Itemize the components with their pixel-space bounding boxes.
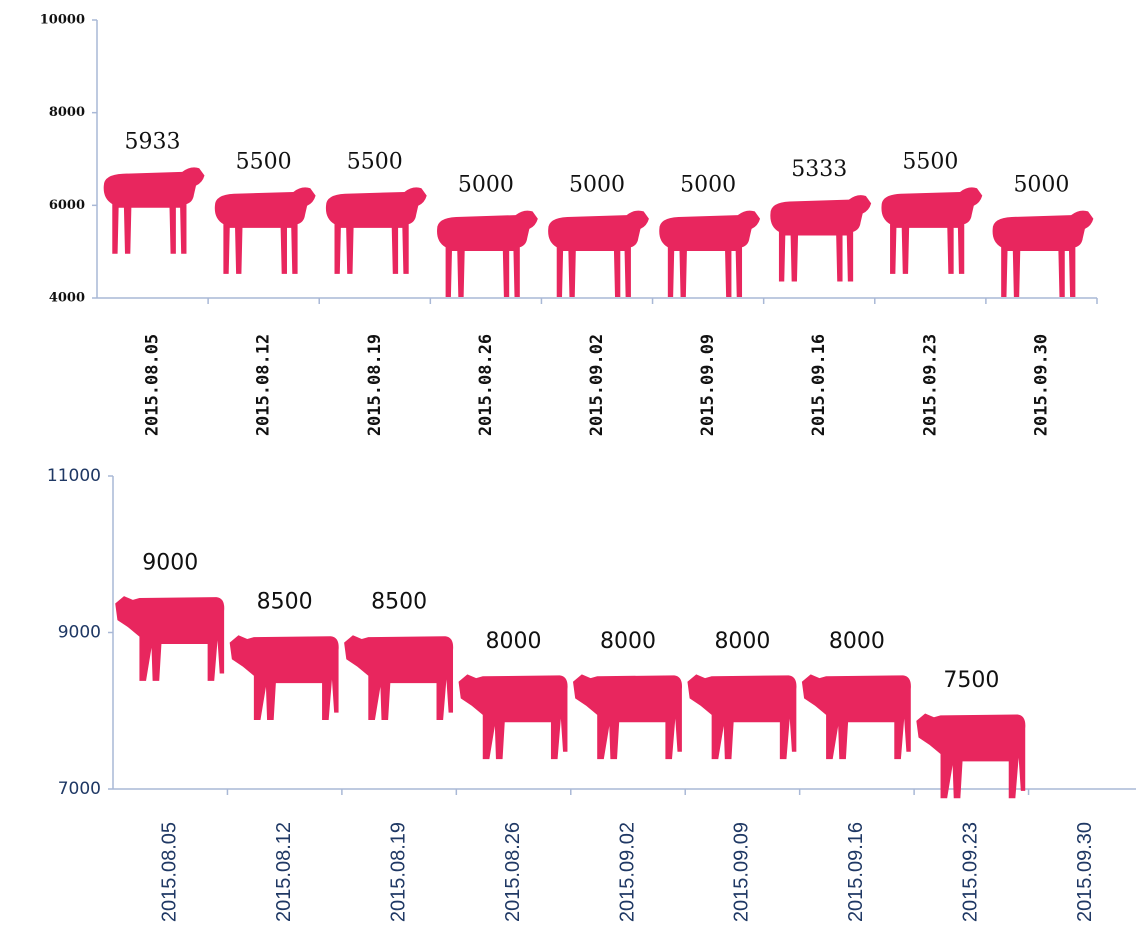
y-tick-label: 9000 — [58, 623, 101, 643]
x-tick-label: 2015.09.30 — [1031, 334, 1051, 436]
pictogram-bar — [548, 210, 649, 297]
x-tick-label: 2015.09.09 — [731, 822, 753, 922]
value-label: 5000 — [680, 173, 736, 198]
x-tick-label: 2015.08.19 — [387, 822, 409, 922]
pictogram-bar — [214, 187, 316, 274]
pictogram-bar — [573, 674, 683, 760]
y-tick-label: 6000 — [49, 198, 85, 213]
value-label: 8000 — [600, 629, 656, 654]
value-label: 5500 — [236, 150, 292, 175]
x-tick-label: 2015.08.05 — [143, 334, 163, 436]
pictogram-bar — [115, 596, 225, 681]
pictogram-bar — [770, 195, 872, 282]
pictogram-bar — [992, 210, 1094, 297]
x-tick-label: 2015.09.02 — [587, 334, 607, 436]
y-tick-label: 10000 — [40, 13, 85, 28]
value-label: 5333 — [791, 157, 847, 182]
pictogram-bar — [458, 674, 568, 760]
x-tick-label: 2015.08.19 — [365, 334, 385, 436]
value-label: 5933 — [125, 129, 181, 154]
x-tick-label: 2015.09.16 — [809, 334, 829, 436]
x-tick-label: 2015.09.23 — [960, 822, 982, 922]
chart: 7000 9000 11000 2015.08.05 9000 2015.08.12 850… — [47, 466, 1136, 922]
value-label: 5000 — [1013, 173, 1069, 198]
value-label: 7500 — [943, 668, 999, 693]
x-tick-label: 2015.09.02 — [616, 822, 638, 922]
pictogram-bar — [881, 187, 983, 274]
x-tick-label: 2015.09.23 — [920, 334, 940, 436]
x-tick-label: 2015.08.12 — [273, 822, 295, 922]
pictogram-bar — [325, 187, 427, 274]
y-tick-label: 4000 — [49, 291, 85, 306]
pictogram-bar — [659, 210, 761, 297]
pictogram-bar — [687, 674, 797, 760]
value-label: 8500 — [371, 590, 427, 615]
pictogram-bar — [801, 674, 911, 760]
value-label: 5000 — [569, 173, 625, 198]
pictogram-bar — [103, 167, 205, 254]
value-label: 5500 — [347, 150, 403, 175]
value-label: 8000 — [486, 629, 542, 654]
y-tick-label: 11000 — [47, 466, 101, 486]
x-tick-label: 2015.09.30 — [1074, 822, 1096, 922]
pictogram-bar — [344, 635, 454, 720]
value-label: 8500 — [257, 590, 313, 615]
x-tick-label: 2015.09.16 — [845, 822, 867, 922]
x-tick-label: 2015.08.26 — [476, 334, 496, 436]
x-tick-label: 2015.09.09 — [698, 334, 718, 436]
x-tick-label: 2015.08.26 — [502, 822, 524, 922]
y-tick-label: 7000 — [58, 779, 101, 799]
pictogram-bar — [229, 635, 339, 720]
value-label: 9000 — [142, 551, 198, 576]
value-label: 5000 — [458, 173, 514, 198]
pictogram-bar — [916, 713, 1026, 799]
value-label: 5500 — [902, 150, 958, 175]
pictogram-bar — [437, 210, 538, 297]
x-tick-label: 2015.08.12 — [254, 334, 274, 436]
chart: 4000 6000 8000 10000 2015.08.05 5933 2015.08.1… — [40, 13, 1098, 436]
y-tick-label: 8000 — [49, 105, 85, 120]
value-label: 8000 — [714, 629, 770, 654]
value-label: 8000 — [829, 629, 885, 654]
x-tick-label: 2015.08.05 — [159, 822, 181, 922]
